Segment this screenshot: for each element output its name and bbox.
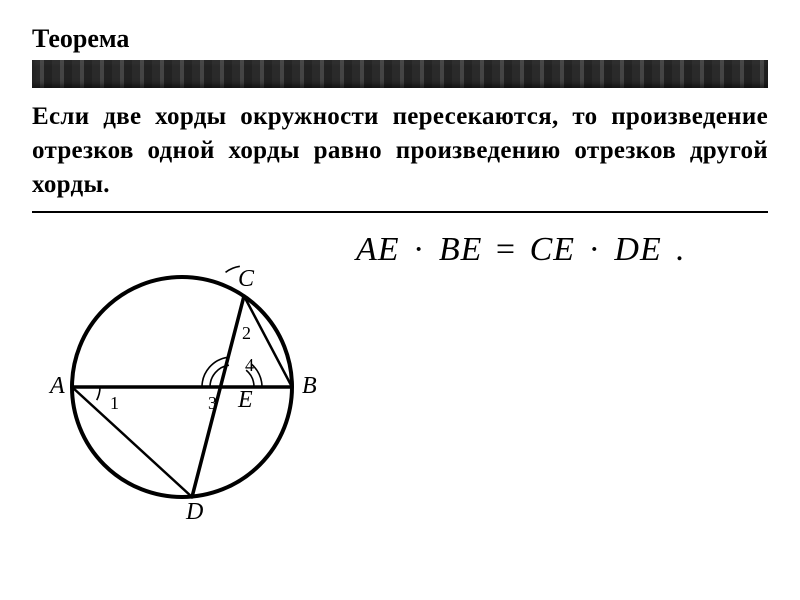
eq-seg-be: BE	[439, 231, 483, 268]
eq-period: .	[671, 231, 689, 268]
theorem-title: Теорема	[32, 24, 768, 54]
svg-text:3: 3	[208, 393, 217, 413]
eq-seg-de: DE	[614, 231, 661, 268]
content-row: ABCDE1234 AE · BE = CE · DE .	[32, 227, 768, 532]
svg-text:2: 2	[242, 323, 251, 343]
svg-text:A: A	[48, 373, 65, 399]
theorem-statement: Если две хорды окружности пересекаются, …	[32, 100, 768, 213]
chord-product-equation: AE · BE = CE · DE .	[356, 227, 689, 269]
eq-dot-1: ·	[409, 231, 429, 268]
circle-chords-diagram: A B C D E 1 2 3 4	[32, 227, 332, 532]
svg-text:4: 4	[245, 355, 254, 375]
eq-dot-2: ·	[585, 231, 605, 268]
eq-seg-ae: AE	[356, 231, 400, 268]
svg-text:D: D	[185, 499, 203, 525]
eq-seg-ce: CE	[530, 231, 575, 268]
svg-text:C: C	[238, 266, 255, 292]
svg-text:B: B	[302, 373, 317, 399]
separator-bar	[32, 60, 768, 88]
svg-text:1: 1	[110, 393, 119, 413]
svg-text:E: E	[237, 387, 253, 413]
eq-equals: =	[492, 231, 520, 268]
diagram-svg: A B C D E 1 2 3 4	[32, 227, 332, 527]
